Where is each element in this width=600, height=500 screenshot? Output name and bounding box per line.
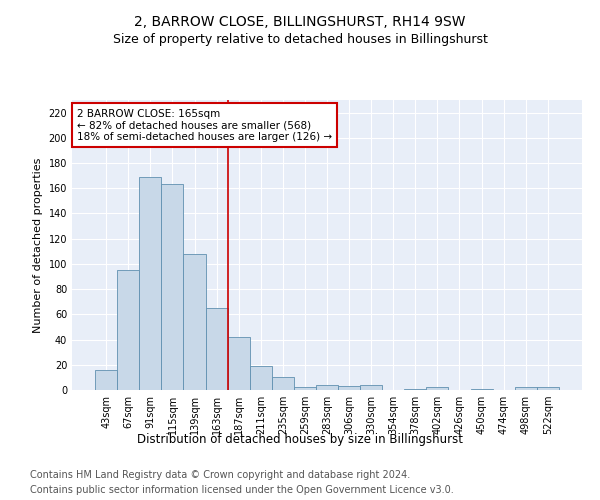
Text: Distribution of detached houses by size in Billingshurst: Distribution of detached houses by size …	[137, 432, 463, 446]
Bar	[515, 388, 537, 390]
Bar	[537, 388, 559, 390]
Bar	[470, 388, 493, 390]
Text: 2, BARROW CLOSE, BILLINGSHURST, RH14 9SW: 2, BARROW CLOSE, BILLINGSHURST, RH14 9SW	[134, 15, 466, 29]
Bar	[206, 308, 227, 390]
Y-axis label: Number of detached properties: Number of detached properties	[33, 158, 43, 332]
Bar	[360, 385, 382, 390]
Text: 2 BARROW CLOSE: 165sqm
← 82% of detached houses are smaller (568)
18% of semi-de: 2 BARROW CLOSE: 165sqm ← 82% of detached…	[77, 108, 332, 142]
Bar	[139, 177, 161, 390]
Bar	[272, 378, 294, 390]
Text: Contains public sector information licensed under the Open Government Licence v3: Contains public sector information licen…	[30, 485, 454, 495]
Text: Size of property relative to detached houses in Billingshurst: Size of property relative to detached ho…	[113, 32, 487, 46]
Bar	[294, 388, 316, 390]
Bar	[250, 366, 272, 390]
Bar	[95, 370, 117, 390]
Bar	[227, 337, 250, 390]
Text: Contains HM Land Registry data © Crown copyright and database right 2024.: Contains HM Land Registry data © Crown c…	[30, 470, 410, 480]
Bar	[404, 388, 427, 390]
Bar	[161, 184, 184, 390]
Bar	[184, 254, 206, 390]
Bar	[316, 385, 338, 390]
Bar	[427, 388, 448, 390]
Bar	[117, 270, 139, 390]
Bar	[338, 386, 360, 390]
